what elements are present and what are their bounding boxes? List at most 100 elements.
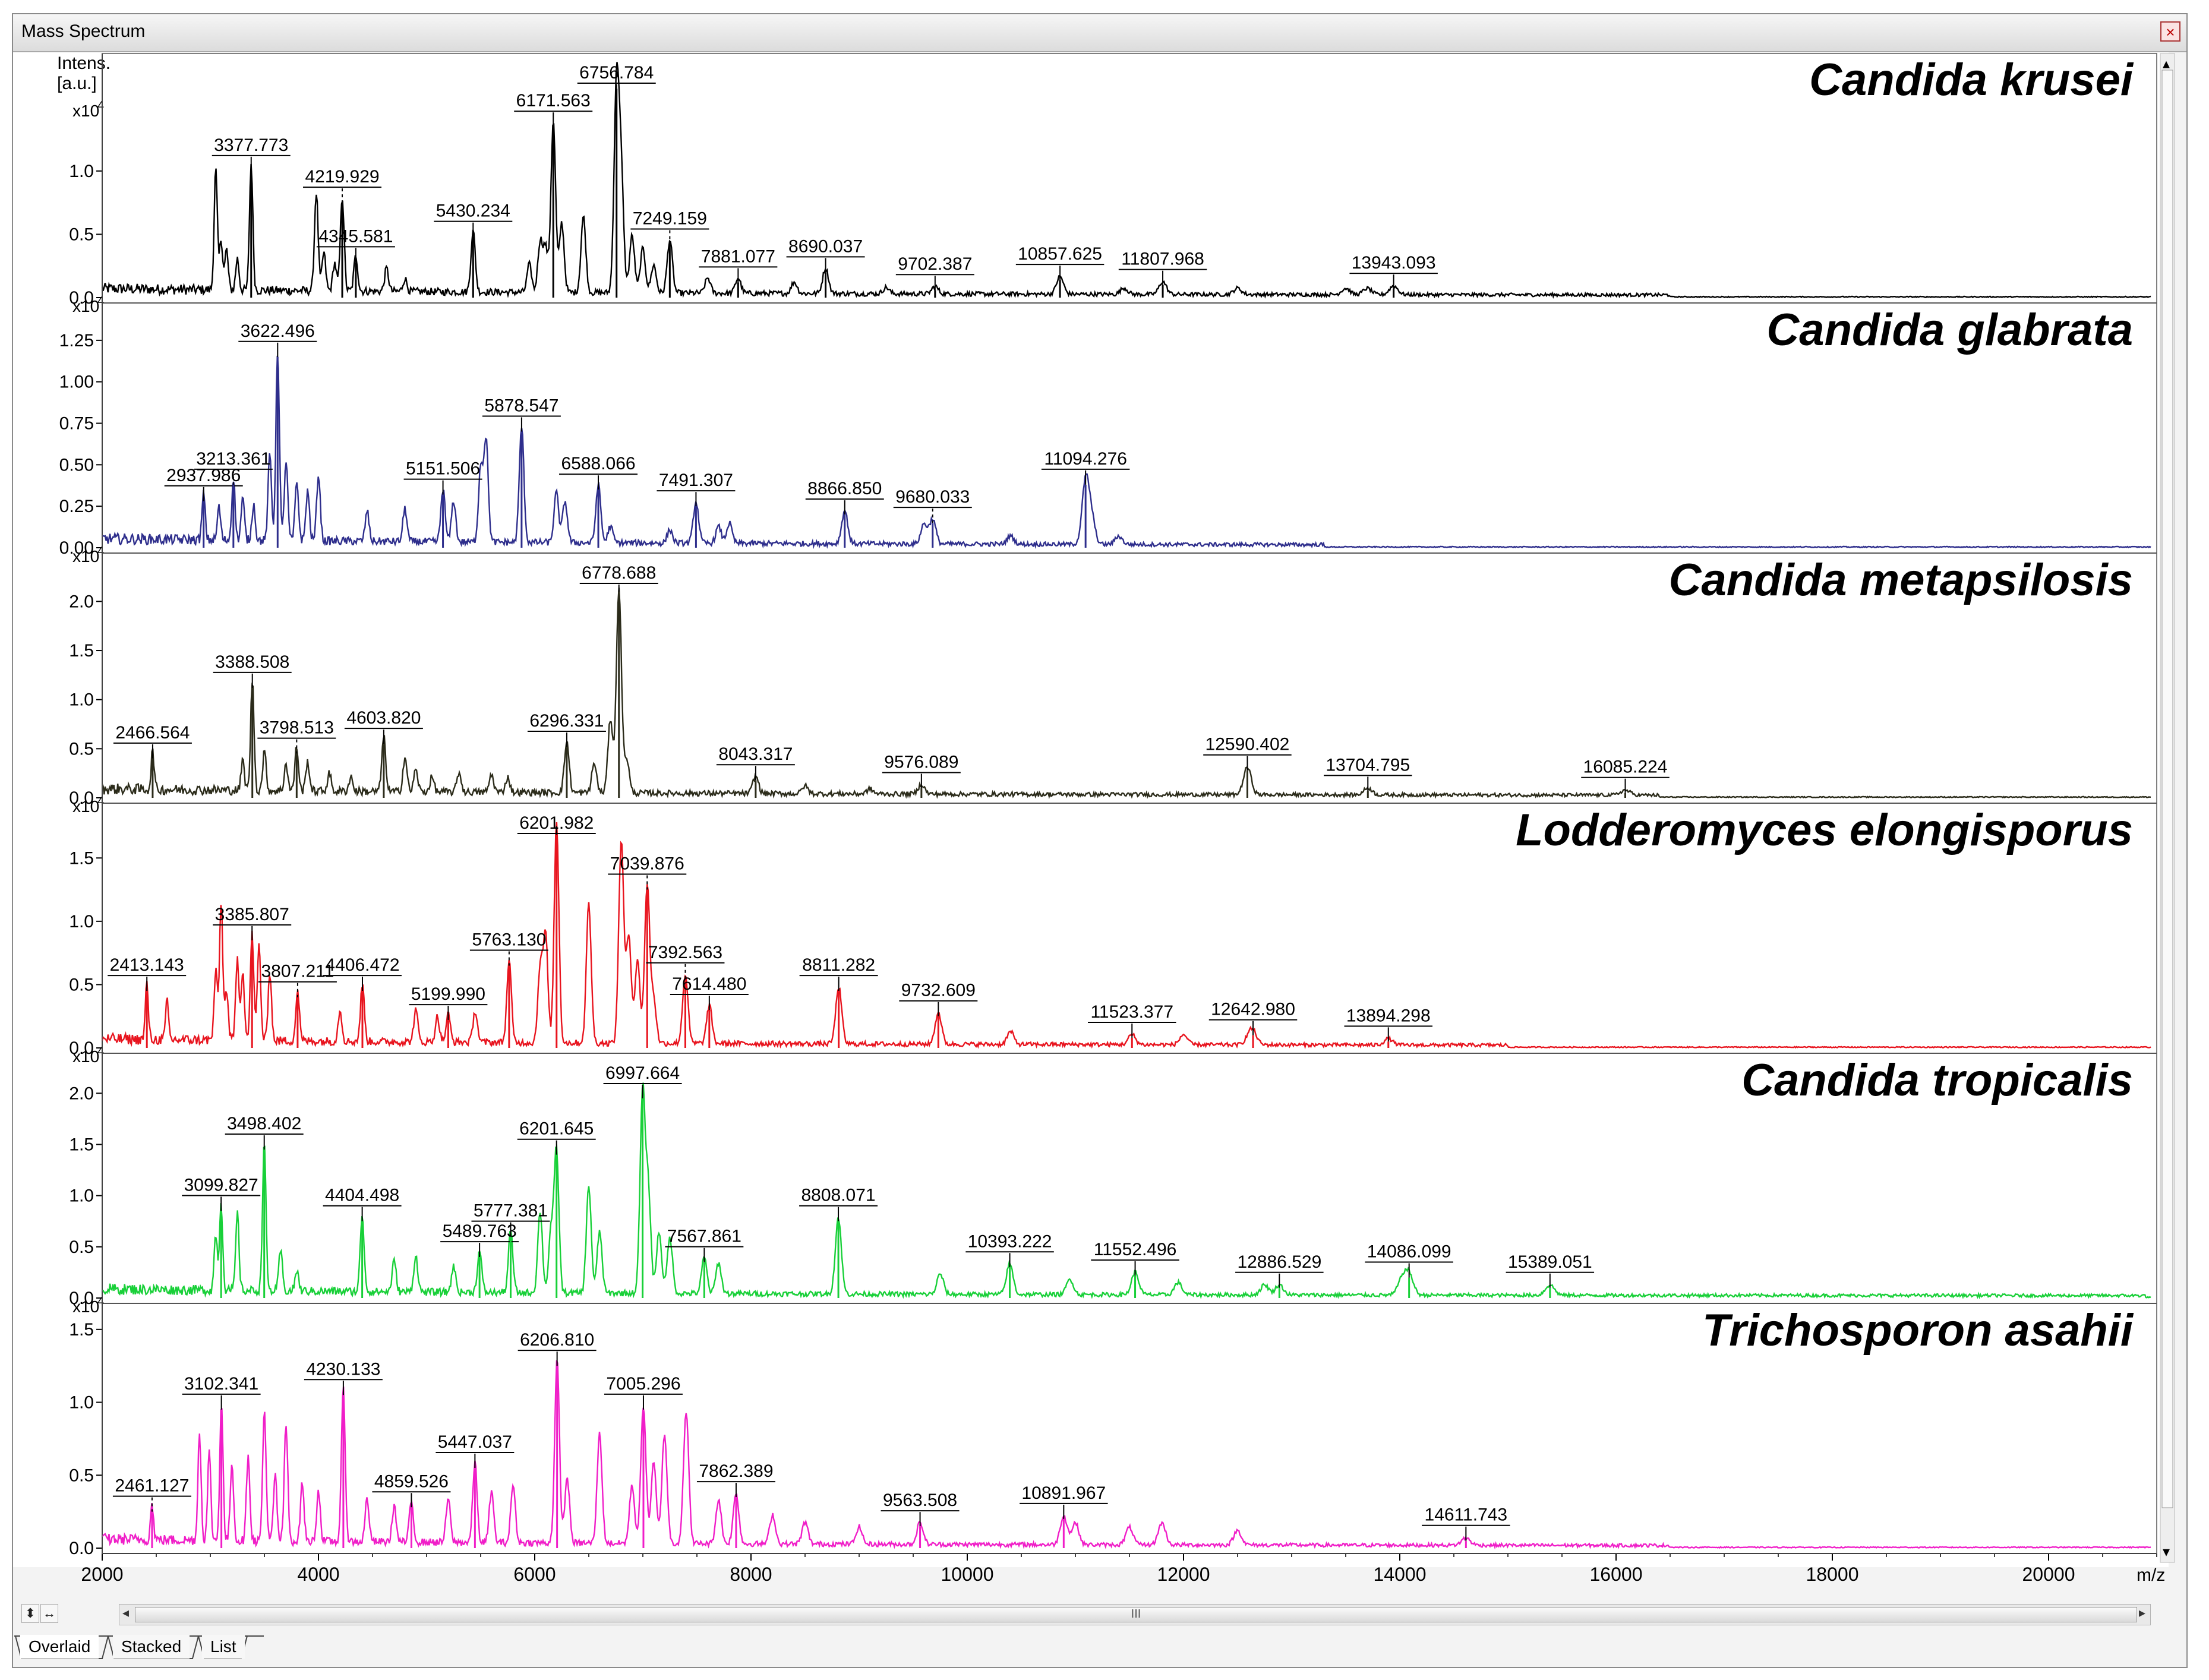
scroll-up-icon: ▴: [2163, 56, 2170, 72]
x-axis-label: m/z: [2137, 1565, 2165, 1585]
y-multiplier-exponent: 4: [97, 1045, 104, 1058]
x-tick-label: 14000: [1374, 1564, 1427, 1585]
y-tick-label: 1.0: [69, 1186, 94, 1206]
peak-label: 5777.381: [474, 1201, 548, 1221]
y-tick-label: 0.75: [59, 414, 94, 434]
tab-stacked[interactable]: Stacked: [113, 1635, 190, 1659]
y-axis-unit: [a.u.]: [57, 74, 97, 93]
close-icon[interactable]: ×: [2160, 21, 2180, 42]
x-tick-label: 8000: [730, 1564, 772, 1585]
x-tick-label: 2000: [81, 1564, 123, 1585]
scroll-left-icon[interactable]: ◂: [122, 1605, 130, 1620]
peak-label: 6201.645: [519, 1119, 594, 1139]
peak-label: 6296.331: [529, 711, 604, 731]
peak-label: 5447.037: [438, 1432, 512, 1452]
peak-label: 8043.317: [718, 744, 793, 764]
peak-label: 5878.547: [484, 396, 558, 415]
peak-label: 7614.480: [672, 974, 746, 994]
peak-label: 2461.127: [115, 1476, 189, 1496]
window-titlebar: Mass Spectrum ×: [13, 14, 2186, 52]
plot-area: [13, 52, 2169, 1567]
y-tick-label: 0.00: [59, 538, 94, 558]
y-tick-label: 0.5: [69, 739, 94, 759]
y-tick-label: 0.0: [69, 288, 94, 308]
peak-label: 6588.066: [561, 454, 635, 473]
peak-label: 6201.982: [519, 813, 594, 833]
y-multiplier: x10: [72, 1297, 99, 1316]
y-tick-label: 0.25: [59, 497, 94, 516]
peak-label: 7005.296: [606, 1374, 680, 1394]
y-tick-label: 1.5: [69, 1135, 94, 1154]
peak-label: 6171.563: [516, 91, 591, 110]
peak-label: 3099.827: [184, 1176, 258, 1195]
y-tick-label: 1.0: [69, 1393, 94, 1413]
peak-label: 4406.472: [325, 955, 399, 975]
peak-label: 3102.341: [184, 1374, 258, 1394]
peak-label: 8866.850: [807, 479, 882, 498]
peak-label: 5763.130: [472, 930, 546, 949]
y-tick-label: 1.00: [59, 372, 94, 392]
y-multiplier-exponent: 4: [97, 295, 104, 308]
zoom-controls: ⬍ ↔: [21, 1604, 63, 1624]
y-multiplier: x10: [72, 1047, 99, 1066]
x-tick-label: 18000: [1806, 1564, 1859, 1585]
x-tick-label: 4000: [297, 1564, 339, 1585]
spectrum-trace: [101, 822, 2151, 1050]
peak-label: 6778.688: [582, 563, 656, 583]
species-name: Trichosporon asahii: [1702, 1305, 2134, 1356]
y-tick-label: 2.0: [69, 1084, 94, 1103]
peak-label: 3798.513: [260, 718, 334, 738]
y-tick-label: 1.0: [69, 912, 94, 931]
peak-label: 4345.581: [318, 226, 393, 246]
peak-label: 13943.093: [1352, 253, 1436, 273]
scroll-right-icon[interactable]: ▸: [2139, 1605, 2146, 1620]
species-name: Lodderomyces elongisporus: [1516, 805, 2133, 855]
peak-label: 4219.929: [305, 167, 379, 187]
y-multiplier: x10: [72, 297, 99, 315]
scrollbar-thumb[interactable]: III: [135, 1607, 2137, 1622]
peak-label: 13894.298: [1346, 1006, 1431, 1025]
y-tick-label: 1.5: [69, 848, 94, 868]
y-tick-label: 0.5: [69, 225, 94, 244]
y-tick-label: 0.50: [59, 455, 94, 475]
peak-label: 10857.625: [1018, 244, 1102, 264]
peak-label: 7392.563: [648, 943, 722, 962]
y-tick-label: 0.0: [69, 1539, 94, 1558]
y-tick-label: 1.0: [69, 690, 94, 710]
spectrum-trace: [101, 588, 2151, 800]
spectrum-trace: [101, 62, 2151, 299]
species-name: Candida glabrata: [1766, 305, 2133, 355]
peak-label: 3498.402: [227, 1114, 301, 1133]
peak-label: 7491.307: [659, 470, 733, 490]
peak-label: 6997.664: [605, 1063, 680, 1083]
peak-label: 4404.498: [325, 1186, 399, 1205]
peak-label: 3213.361: [196, 449, 270, 469]
vertical-zoom-icon[interactable]: ⬍: [21, 1604, 39, 1623]
peak-label: 4859.526: [374, 1471, 449, 1491]
peak-label: 11523.377: [1090, 1002, 1173, 1022]
vertical-scrollbar-thumb[interactable]: [2161, 70, 2173, 1508]
peak-label: 10891.967: [1021, 1483, 1106, 1503]
peak-label: 7862.389: [699, 1461, 773, 1481]
peak-label: 3385.807: [215, 905, 289, 924]
peak-label: 8690.037: [788, 236, 863, 256]
peak-label: 9576.089: [884, 752, 958, 772]
horizontal-scrollbar[interactable]: III: [119, 1604, 2151, 1625]
tab-overlaid[interactable]: Overlaid: [20, 1635, 99, 1659]
y-tick-label: 0.5: [69, 975, 94, 994]
y-tick-label: 0.5: [69, 1237, 94, 1257]
y-multiplier: x10: [72, 547, 99, 566]
y-axis-area: [13, 52, 102, 1567]
horizontal-zoom-icon[interactable]: ↔: [40, 1604, 58, 1623]
tab-list[interactable]: List: [202, 1635, 245, 1659]
y-tick-label: 0.0: [69, 1038, 94, 1058]
scroll-down-icon: ▾: [2163, 1544, 2170, 1560]
peak-label: 4230.133: [306, 1359, 380, 1379]
spectrum-trace: [102, 355, 2151, 550]
peak-label: 2466.564: [115, 723, 190, 743]
y-tick-label: 0.0: [69, 788, 94, 808]
spectrum-trace: [102, 1082, 2151, 1300]
peak-label: 3377.773: [214, 135, 288, 155]
y-tick-label: 0.0: [69, 1289, 94, 1308]
peak-label: 7881.077: [701, 247, 775, 266]
